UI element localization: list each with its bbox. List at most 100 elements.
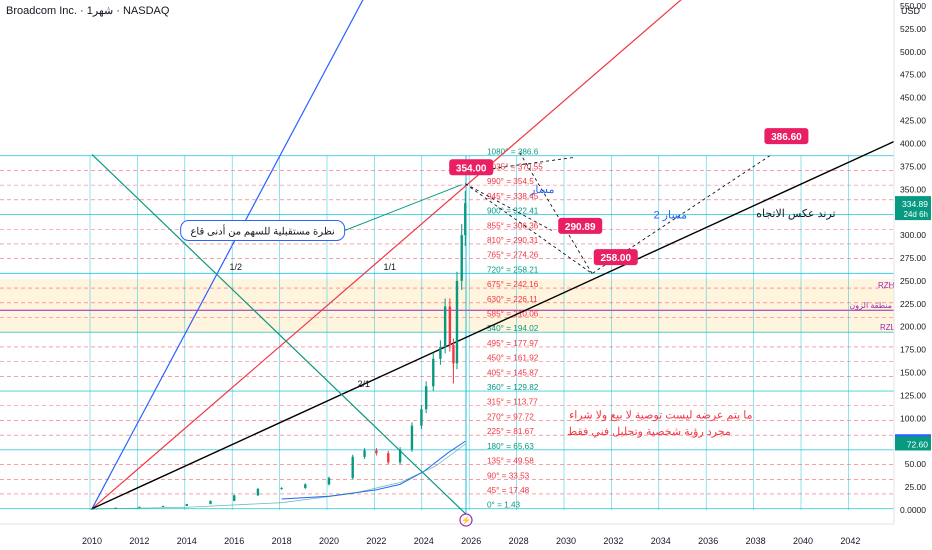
x-tick-label: 2024 (414, 536, 434, 546)
target-badge (764, 128, 809, 145)
x-tick-label: 2030 (556, 536, 576, 546)
gann-level-label: 990° = 354.5 (487, 177, 534, 186)
x-tick-label: 2014 (177, 536, 197, 546)
candle-body (420, 409, 423, 426)
candle-body (114, 507, 117, 509)
price-tag (895, 436, 931, 451)
target-badge (449, 159, 494, 176)
y-tick-label: 150.00 (900, 368, 926, 378)
gann-level-label: 495° = 177.97 (487, 339, 539, 348)
fan-line-green (91, 154, 472, 520)
gann-level-label: 720° = 258.21 (487, 265, 539, 274)
x-tick-label: 2018 (272, 536, 292, 546)
gann-level-label: 900° = 322.41 (487, 207, 539, 216)
x-tick-label: 2022 (366, 536, 386, 546)
price-tag-label: 334.89 (902, 199, 928, 209)
y-tick-label: 450.00 (900, 93, 926, 103)
symbol-title[interactable]: Broadcom Inc. · 1ﺷﻬﺮ · NASDAQ (6, 5, 170, 17)
gann-level-label: 270° = 97.72 (487, 412, 534, 421)
price-tag-countdown: 24d 6h (904, 210, 928, 219)
y-tick-label: 425.00 (900, 116, 926, 126)
gann-level-label: 360° = 129.82 (487, 383, 539, 392)
gann-level-label: 810° = 290.31 (487, 236, 539, 245)
y-tick-label: 175.00 (900, 345, 926, 355)
annotation-text: مسار (529, 184, 554, 196)
x-tick-label: 2020 (319, 536, 339, 546)
candle-body (464, 203, 467, 236)
fan-label: 1/2 (229, 262, 242, 272)
y-tick-label: 500.00 (900, 47, 926, 57)
candle-body (443, 306, 447, 347)
gann-level-label: 765° = 274.26 (487, 251, 539, 260)
x-tick-label: 2038 (746, 536, 766, 546)
target-badge-label: 386.60 (771, 132, 802, 143)
fan-label: 2/1 (357, 379, 370, 389)
fan-line-red (91, 0, 682, 510)
x-tick-label: 2010 (82, 536, 102, 546)
annotation-text: ترند عكس الاتجاه (756, 208, 835, 220)
candle-body (410, 425, 414, 450)
annotation-pointer (344, 184, 462, 231)
gann-level-label: 405° = 145.87 (487, 368, 539, 377)
target-badge-label: 258.00 (600, 253, 631, 264)
gann-level-label: 135° = 49.58 (487, 457, 534, 466)
gann-level-label: 945° = 338.45 (487, 192, 539, 201)
candle-body (327, 477, 331, 485)
gann-level-label: 675° = 242.16 (487, 280, 539, 289)
y-tick-label: 350.00 (900, 184, 926, 194)
gann-level-label: 585° = 210.06 (487, 310, 539, 319)
gann-level-label: 90° = 33.53 (487, 471, 530, 480)
candle-body (90, 508, 94, 510)
projection-path (465, 183, 552, 231)
price-tag-label: 72.60 (907, 439, 929, 449)
price-axis-bg (894, 0, 932, 550)
gann-level-label: 180° = 65.63 (487, 442, 534, 451)
gann-level-label: 1035° = 370.55 (487, 162, 543, 171)
y-tick-label: 275.00 (900, 253, 926, 263)
fan-line-blue (91, 0, 364, 509)
zone-label-top: RZH (878, 281, 895, 290)
candle-body (185, 504, 188, 506)
gann-level-label: 225° = 81.67 (487, 427, 534, 436)
y-tick-label: 200.00 (900, 322, 926, 332)
annotation-text: نظرة مستقبلية للسهم من أدنى قاع (190, 224, 334, 237)
candle-body (304, 484, 307, 489)
candle-body (161, 505, 165, 507)
annotation-text: ما يتم عرضه ليست توصية لا بيع ولا شراء (569, 409, 753, 421)
candle-body (424, 386, 428, 410)
x-tick-label: 2016 (224, 536, 244, 546)
candle-body (375, 450, 378, 454)
candle-body (256, 488, 260, 496)
gann-level-label: 0° = 1.43 (487, 501, 521, 510)
candle-body (280, 488, 283, 490)
target-badge-label: 290.89 (565, 222, 596, 233)
candle-body (233, 495, 236, 501)
candle-body (363, 450, 366, 457)
fan-line-black (91, 140, 894, 510)
event-marker-glyph: ⚡ (461, 515, 471, 525)
x-tick-label: 2012 (129, 536, 149, 546)
candle-body (351, 456, 354, 478)
x-tick-label: 2032 (603, 536, 623, 546)
y-tick-label: 375.00 (900, 161, 926, 171)
target-badge (593, 249, 638, 266)
y-tick-label: 300.00 (900, 230, 926, 240)
y-tick-label: 0.0000 (900, 505, 926, 515)
y-tick-label: 25.00 (905, 482, 927, 492)
zone-band (0, 279, 894, 334)
target-badge (558, 217, 603, 234)
target-badge-label: 354.00 (456, 163, 487, 174)
fan-label: 1/1 (384, 262, 397, 272)
gann-level-label: 1080° = 386.6 (487, 148, 539, 157)
candle-body (209, 500, 212, 505)
x-tick-label: 2028 (509, 536, 529, 546)
currency-label: USD (900, 6, 920, 16)
gann-level-label: 630° = 226.11 (487, 295, 538, 304)
y-tick-label: 50.00 (905, 459, 927, 469)
y-tick-label: 525.00 (900, 24, 926, 34)
gann-level-label: 540° = 194.02 (487, 324, 539, 333)
gann-level-label: 45° = 17.48 (487, 486, 530, 495)
y-tick-label: 475.00 (900, 70, 926, 80)
